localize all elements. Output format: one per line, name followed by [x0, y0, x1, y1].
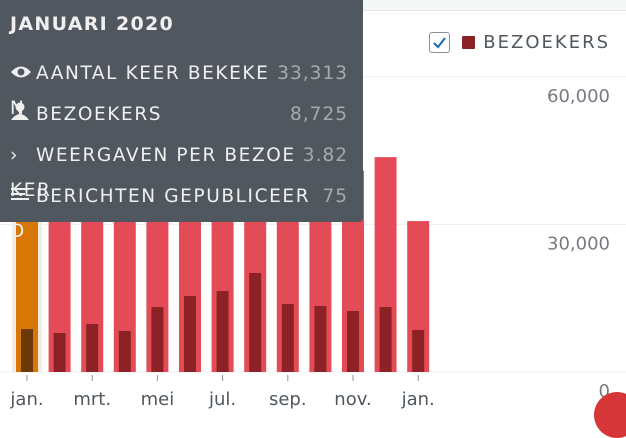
tooltip-title: JANUARI 2020: [10, 13, 175, 35]
legend-swatch: [462, 36, 476, 49]
x-tick-label: mei: [141, 389, 175, 410]
x-tick-label: jan.: [9, 389, 43, 410]
tooltip-row-views-per-visitor: 3.82 › WEERGAVEN PER BEZOEKER: [10, 138, 348, 201]
views-per-visitor-value: 3.82: [302, 145, 348, 166]
legend: BEZOEKERS: [429, 32, 610, 53]
x-tick-label: jul.: [208, 389, 236, 410]
posts-label: BERICHTEN GEPUBLICEERD: [10, 186, 311, 242]
visitors-bar: [379, 307, 392, 372]
tooltip-row-posts: 75 BERICHTEN GEPUBLICEERD: [10, 179, 348, 242]
legend-label: BEZOEKERS: [483, 32, 610, 53]
x-tick-label: mrt.: [73, 389, 111, 410]
posts-value: 75: [322, 186, 348, 207]
chevron-right-icon: ›: [10, 145, 19, 166]
visitors-label: BEZOEKERS: [36, 104, 163, 125]
visitors-bar: [314, 306, 327, 372]
x-tick-label: jan.: [401, 389, 435, 410]
tooltip-row-visitors: 8,725 BEZOEKERS: [10, 97, 348, 138]
y-tick-label: 60,000: [547, 86, 610, 107]
posts-icon: [10, 179, 36, 214]
views-bar: [113, 192, 136, 372]
visitors-bar: [151, 307, 164, 372]
visitors-bar: [412, 330, 425, 372]
x-tick-label: sep.: [269, 389, 307, 410]
user-icon: [10, 97, 36, 132]
y-tick-label: 30,000: [547, 234, 610, 255]
visitors-bar: [21, 329, 33, 372]
views-per-visitor-label: WEERGAVEN PER BEZOEKER: [10, 145, 296, 201]
checkmark-icon: [433, 37, 447, 49]
eye-icon: [10, 56, 36, 91]
visitors-toggle-checkbox[interactable]: [429, 32, 451, 53]
visitors-value: 8,725: [290, 104, 348, 125]
visitors-bar: [184, 295, 196, 372]
visitors-bar: [347, 311, 359, 372]
visitors-bar: [249, 272, 262, 372]
visitors-bar: [53, 333, 66, 372]
visitors-bar: [216, 291, 229, 372]
views-value: 33,313: [277, 63, 348, 84]
x-tick-label: nov.: [334, 389, 371, 410]
visitors-bar: [86, 324, 99, 372]
views-bar: [48, 195, 71, 372]
visitors-bar: [118, 330, 131, 372]
notification-bubble[interactable]: [594, 392, 626, 438]
visitors-bar: [281, 304, 294, 372]
y-tick-label: 0: [599, 381, 610, 402]
